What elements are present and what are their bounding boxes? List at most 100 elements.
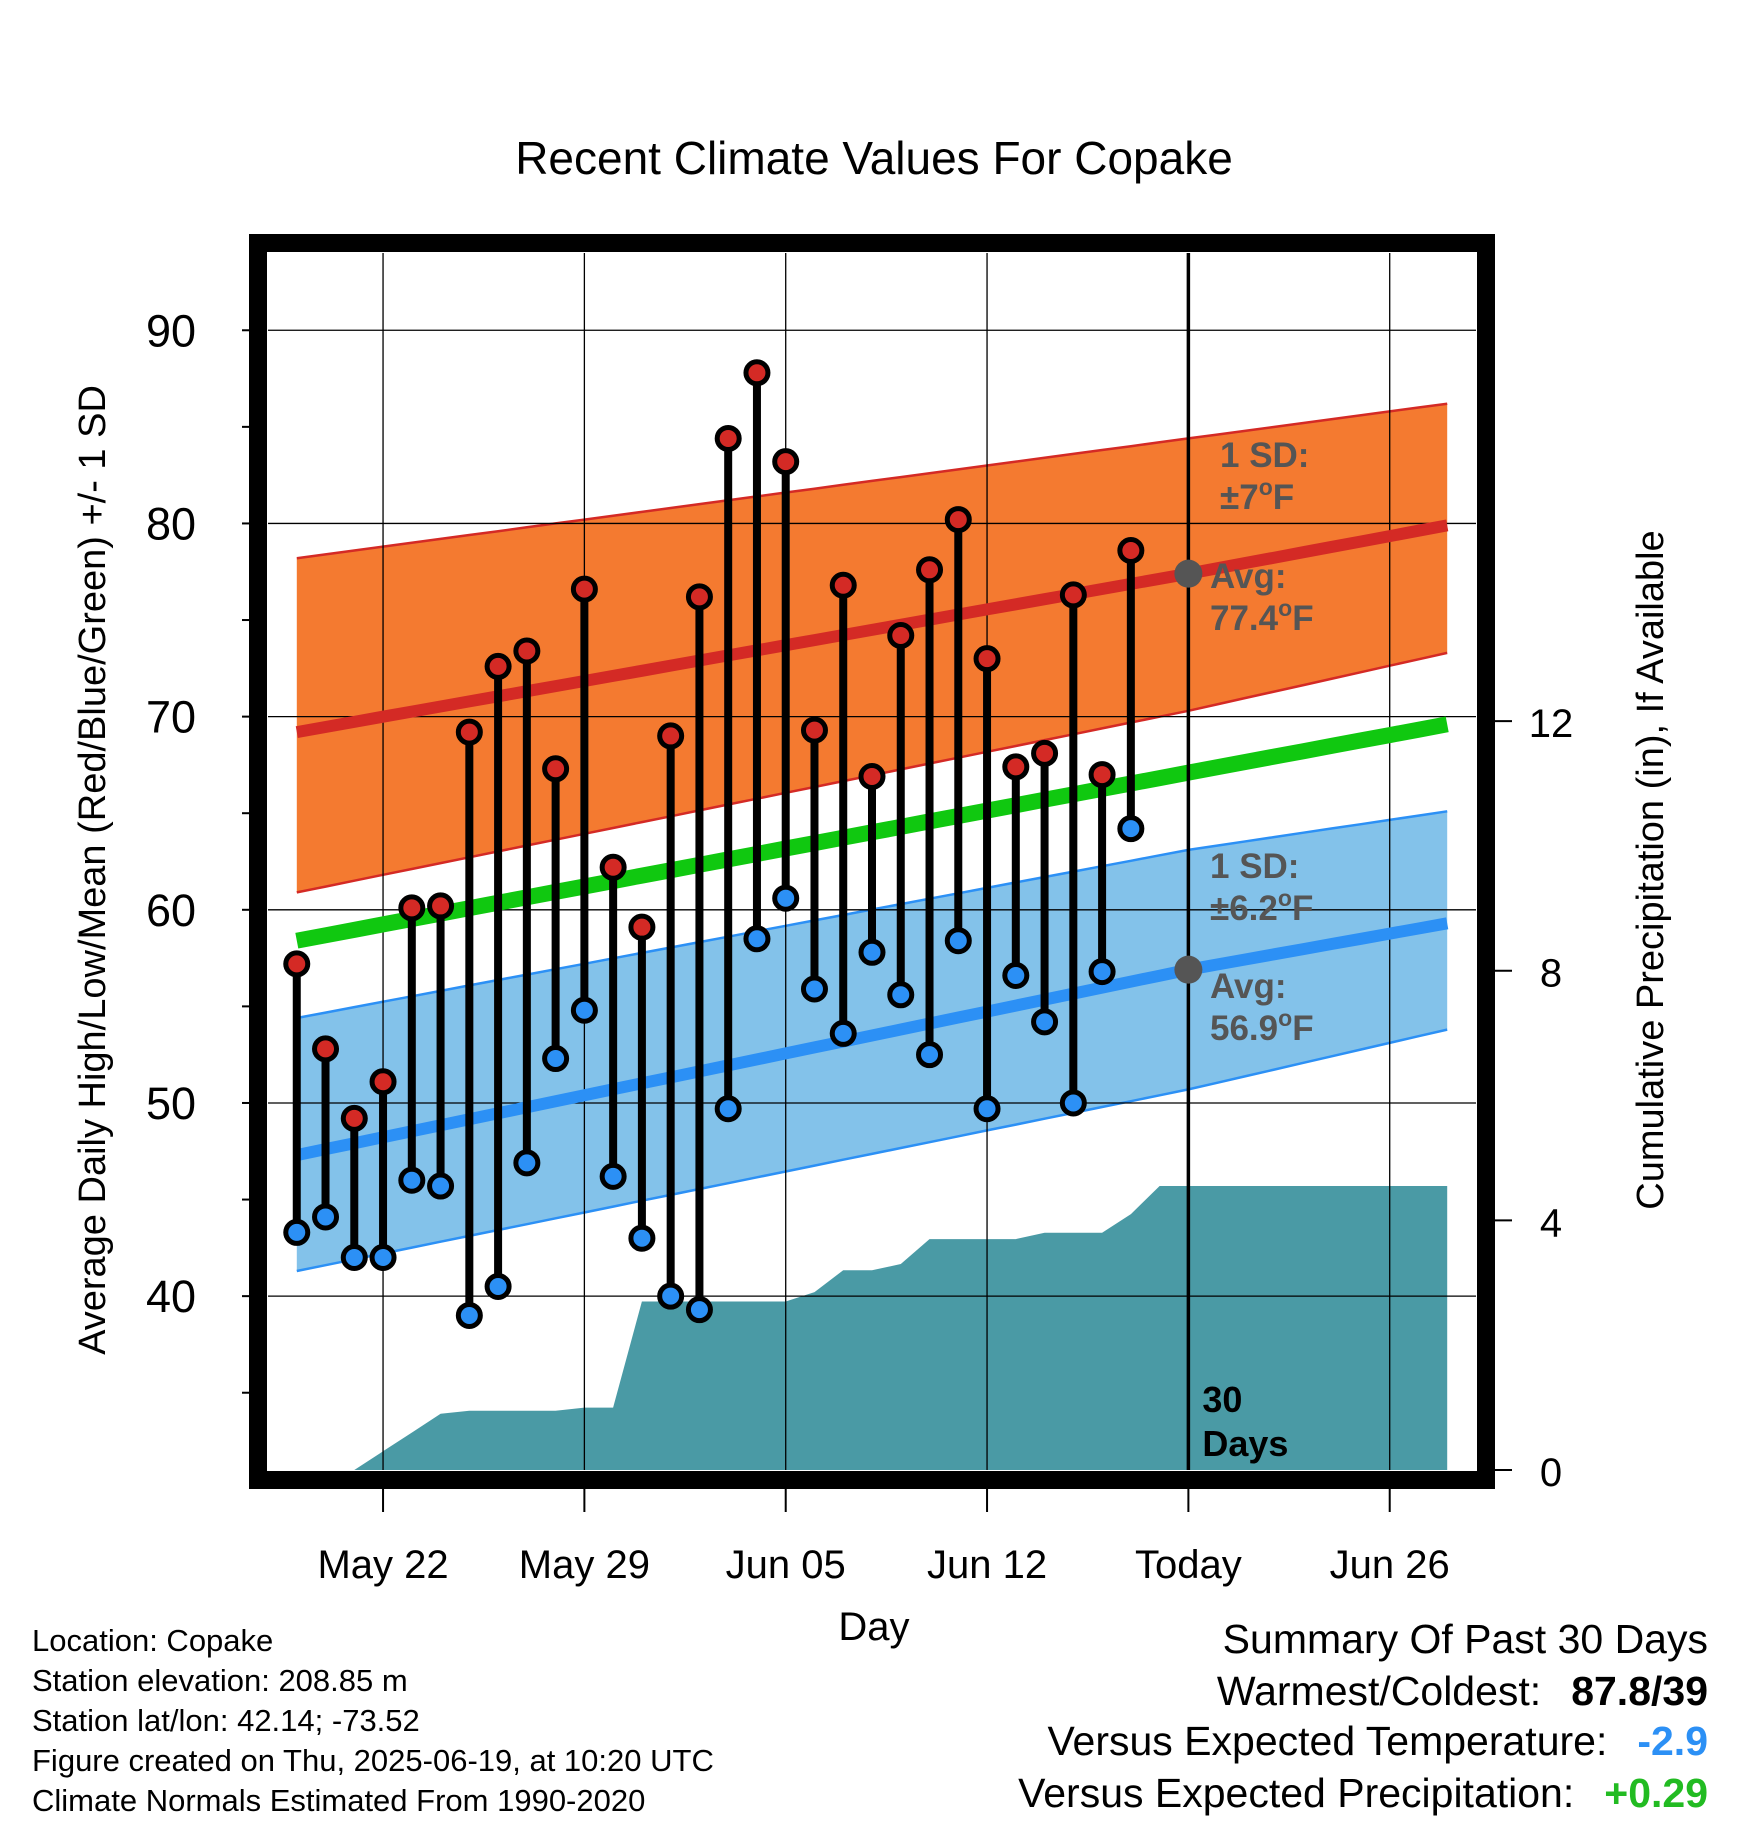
daily-high-point — [657, 722, 685, 750]
created-text: Figure created on Thu, 2025-06-19, at 10… — [32, 1743, 714, 1778]
y2-tick-label: 4 — [1540, 1201, 1562, 1245]
location-text: Location: Copake — [32, 1623, 274, 1658]
y2-tick-label: 8 — [1540, 952, 1562, 996]
summary-temp-value: -2.9 — [1637, 1718, 1708, 1764]
daily-low-point — [657, 1282, 685, 1310]
summary-temp-label: Versus Expected Temperature: — [1047, 1718, 1608, 1764]
x-tick-label: Today — [1135, 1543, 1242, 1587]
high-avg-annotation-line2: 77.4oF — [1210, 595, 1314, 638]
high-avg-annotation-line1: Avg: — [1210, 557, 1286, 596]
daily-high-point — [772, 448, 800, 476]
daily-low-point — [484, 1272, 512, 1300]
plot-frame — [249, 234, 1495, 1489]
y-tick-label: 60 — [146, 885, 196, 936]
low-avg-line — [295, 917, 1449, 1161]
high-sd-annotation: 1 SD:±7oF — [1220, 436, 1309, 517]
y-tick-label: 50 — [146, 1078, 196, 1129]
chart-title: Recent Climate Values For Copake — [515, 132, 1233, 184]
daily-high-point — [599, 853, 627, 881]
daily-high-point — [1088, 761, 1116, 789]
y-tick-label: 90 — [146, 305, 196, 356]
daily-high-point — [513, 637, 541, 665]
y-tick-label: 40 — [146, 1271, 196, 1322]
daily-low-point — [944, 927, 972, 955]
x-tick-label: Jun 26 — [1330, 1543, 1450, 1587]
high-avg-line — [295, 519, 1449, 739]
daily-high-point — [1117, 536, 1145, 564]
daily-high-point — [398, 894, 426, 922]
x-tick-label: Jun 05 — [726, 1543, 846, 1587]
daily-low-point — [916, 1041, 944, 1069]
daily-low-point — [542, 1045, 570, 1073]
daily-high-point — [312, 1035, 340, 1063]
high-sd-annotation-line2: ±7oF — [1220, 474, 1294, 517]
low-avg-annotation-line2: 56.9oF — [1210, 1005, 1314, 1048]
daily-high-point — [944, 506, 972, 534]
daily-high-point — [427, 892, 455, 920]
summary-title: Summary Of Past 30 Days — [1222, 1616, 1708, 1662]
y2-tick-label: 12 — [1529, 702, 1574, 746]
summary-warmest-label: Warmest/Coldest: — [1216, 1668, 1542, 1714]
daily-low-point — [829, 1019, 857, 1047]
y-axis-right: 0 4 8 12 — [1488, 702, 1573, 1495]
summary-temp-row: Versus Expected Temperature: -2.9 — [1047, 1721, 1708, 1762]
summary-precip-value: +0.29 — [1604, 1770, 1708, 1816]
daily-high-point — [800, 716, 828, 744]
daily-high-point — [542, 755, 570, 783]
summary-precip-label: Versus Expected Precipitation: — [1018, 1770, 1575, 1816]
daily-low-point — [398, 1166, 426, 1194]
daily-low-point — [858, 938, 886, 966]
daily-high-point — [484, 652, 512, 680]
low-sd-annotation-line1: 1 SD: — [1210, 847, 1299, 886]
low-sd-annotation: 1 SD:±6.2oF — [1210, 847, 1313, 928]
y2-axis-title: Cumulative Precipitation (in), If Availa… — [1630, 530, 1672, 1209]
y-tick-label: 70 — [146, 692, 196, 743]
daily-high-point — [628, 913, 656, 941]
daily-low-point — [973, 1095, 1001, 1123]
x-tick-label: May 22 — [317, 1543, 448, 1587]
daily-low-point — [513, 1149, 541, 1177]
daily-low-point — [743, 925, 771, 953]
daily-low-point — [800, 975, 828, 1003]
daily-bars — [283, 359, 1145, 1329]
daily-high-point — [887, 621, 915, 649]
high-sd-annotation-line1: 1 SD: — [1220, 436, 1309, 475]
elevation-text: Station elevation: 208.85 m — [32, 1663, 408, 1698]
x-axis: May 22 May 29 Jun 05 Jun 12 Today Jun 26 — [317, 1488, 1450, 1587]
low-avg-marker — [1174, 955, 1203, 984]
daily-low-point — [772, 884, 800, 912]
daily-low-point — [283, 1218, 311, 1246]
daily-high-point — [714, 424, 742, 452]
normals-period-text: Climate Normals Estimated From 1990-2020 — [32, 1783, 646, 1818]
daily-low-point — [570, 996, 598, 1024]
daily-low-point — [369, 1244, 397, 1272]
y-axis-left: 40 50 60 70 80 90 — [146, 305, 256, 1394]
daily-high-point — [1059, 581, 1087, 609]
daily-low-point — [1088, 958, 1116, 986]
daily-low-point — [685, 1296, 713, 1324]
x-tick-label: Jun 12 — [927, 1543, 1047, 1587]
daily-low-point — [455, 1301, 483, 1329]
daily-low-point — [628, 1224, 656, 1252]
daily-low-point — [1002, 961, 1030, 989]
daily-low-point — [887, 981, 915, 1009]
x-tick-label: May 29 — [519, 1543, 650, 1587]
summary-warmest-row: Warmest/Coldest: 87.8/39 — [1217, 1671, 1708, 1712]
daily-low-point — [714, 1095, 742, 1123]
daily-high-point — [1031, 739, 1059, 767]
summary-precip-row: Versus Expected Precipitation: +0.29 — [1018, 1773, 1708, 1814]
high-avg-marker — [1174, 559, 1203, 588]
precipitation-area — [296, 1186, 1448, 1470]
low-avg-annotation-line1: Avg: — [1210, 967, 1286, 1006]
daily-high-point — [916, 556, 944, 584]
daily-low-point — [427, 1172, 455, 1200]
window-label: 30 Days — [1202, 1379, 1288, 1464]
daily-low-point — [340, 1244, 368, 1272]
y-axis-title: Average Daily High/Low/Mean (Red/Blue/Gr… — [72, 385, 114, 1355]
high-band-upper-edge — [296, 402, 1448, 560]
daily-high-point — [283, 950, 311, 978]
low-avg-annotation: Avg:56.9oF — [1210, 967, 1314, 1048]
y-tick-label: 80 — [146, 498, 196, 549]
daily-low-point — [312, 1203, 340, 1231]
